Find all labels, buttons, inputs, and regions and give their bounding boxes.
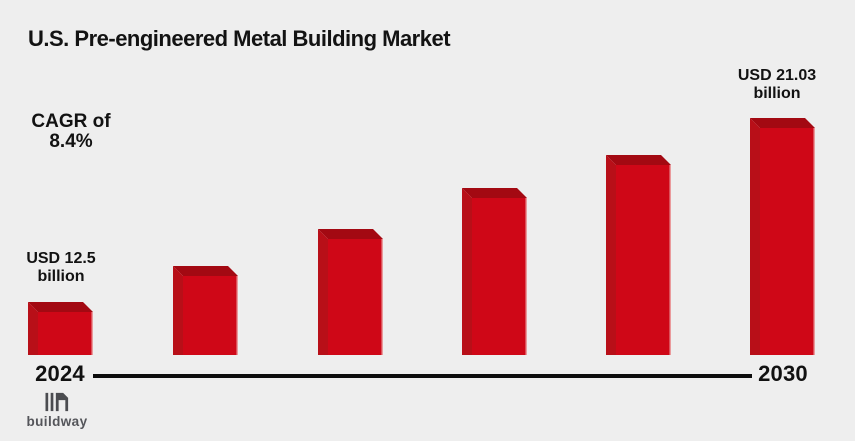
buildway-logo-text: buildway bbox=[26, 414, 88, 429]
cagr-annotation: CAGR of 8.4% bbox=[30, 112, 112, 152]
bar-1 bbox=[28, 302, 93, 355]
bar-front-face bbox=[616, 165, 671, 355]
bar-side-face bbox=[318, 229, 328, 355]
bar-right-edge-highlight bbox=[381, 239, 383, 355]
bar-top-face bbox=[173, 266, 238, 276]
bar-3 bbox=[318, 229, 383, 355]
value-label-2030: USD 21.03 billion bbox=[715, 67, 839, 102]
bar-side-face bbox=[28, 302, 38, 355]
value-label-2024-line1: USD 12.5 bbox=[26, 250, 96, 267]
bar-right-edge-highlight bbox=[813, 128, 815, 355]
page-title: U.S. Pre-engineered Metal Building Marke… bbox=[28, 26, 451, 51]
bar-top-face bbox=[28, 302, 93, 312]
bar-right-edge-highlight bbox=[236, 276, 238, 355]
bar-side-face bbox=[606, 155, 616, 355]
bar-top-face bbox=[606, 155, 671, 165]
buildway-logo: buildway bbox=[25, 390, 89, 429]
bar-side-face bbox=[462, 188, 472, 355]
bar-right-edge-highlight bbox=[525, 198, 527, 355]
cagr-line1: CAGR of bbox=[31, 111, 111, 132]
x-axis-line bbox=[93, 374, 752, 378]
bar-6 bbox=[750, 118, 815, 355]
value-label-2024-line2: billion bbox=[37, 267, 85, 285]
bar-2 bbox=[173, 266, 238, 355]
bar-4 bbox=[462, 188, 527, 355]
buildway-logo-icon bbox=[45, 392, 69, 412]
value-label-2030-line2: billion bbox=[753, 84, 801, 102]
x-axis-label-2030: 2030 bbox=[758, 361, 808, 386]
bar-top-face bbox=[318, 229, 383, 239]
bar-5 bbox=[606, 155, 671, 355]
bar-right-edge-highlight bbox=[669, 165, 671, 355]
bar-side-face bbox=[750, 118, 760, 355]
x-axis-label-2024: 2024 bbox=[35, 361, 85, 386]
bar-top-face bbox=[462, 188, 527, 198]
value-label-2024: USD 12.5 billion bbox=[0, 250, 123, 285]
cagr-line2: 8.4% bbox=[49, 131, 93, 152]
bar-front-face bbox=[38, 312, 93, 355]
bar-front-face bbox=[183, 276, 238, 355]
bar-front-face bbox=[760, 128, 815, 355]
bar-right-edge-highlight bbox=[91, 312, 93, 355]
bar-front-face bbox=[328, 239, 383, 355]
value-label-2030-line1: USD 21.03 bbox=[737, 67, 817, 84]
bar-top-face bbox=[750, 118, 815, 128]
bar-front-face bbox=[472, 198, 527, 355]
bar-side-face bbox=[173, 266, 183, 355]
